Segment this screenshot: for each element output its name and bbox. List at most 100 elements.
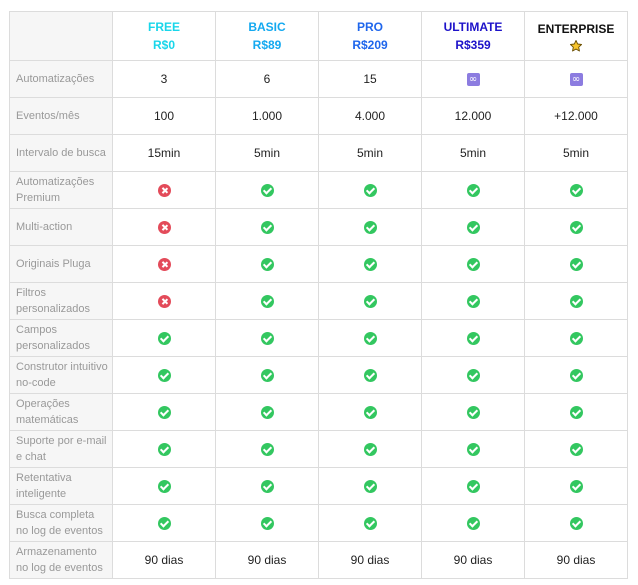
table-row: Automatizações Premium bbox=[9, 171, 628, 209]
cell-value: 90 dias bbox=[350, 553, 390, 567]
table-row: Retentativa inteligente bbox=[9, 467, 628, 505]
cell-value: 90 dias bbox=[144, 553, 184, 567]
check-icon bbox=[569, 221, 583, 235]
cell-value: 5min bbox=[562, 146, 589, 160]
table-row: Operações matemáticas bbox=[9, 393, 628, 431]
feature-label: Intervalo de busca bbox=[9, 134, 113, 172]
plan-header-basic: BASIC R$89 bbox=[215, 11, 319, 61]
cell-free bbox=[112, 171, 216, 209]
cell-ultimate bbox=[421, 430, 525, 468]
cell-enterprise bbox=[524, 208, 628, 246]
cell-value: 5min bbox=[459, 146, 486, 160]
check-icon bbox=[363, 332, 377, 346]
cell-ultimate: ∞ bbox=[421, 60, 525, 98]
check-icon bbox=[569, 517, 583, 531]
cell-value: 5min bbox=[356, 146, 383, 160]
check-icon bbox=[260, 295, 274, 309]
cell-enterprise bbox=[524, 504, 628, 542]
cell-value: 15min bbox=[147, 146, 181, 160]
table-row: Filtros personalizados bbox=[9, 282, 628, 320]
cell-pro bbox=[318, 393, 422, 431]
feature-rows: Automatizações 3 6 15 ∞ ∞ Eventos/mês 100 1.000 4… bbox=[9, 60, 628, 579]
cell-enterprise: ∞ bbox=[524, 60, 628, 98]
cell-ultimate bbox=[421, 208, 525, 246]
check-icon bbox=[466, 369, 480, 383]
cell-enterprise: 5min bbox=[524, 134, 628, 172]
cell-pro bbox=[318, 208, 422, 246]
check-icon bbox=[260, 517, 274, 531]
cell-ultimate bbox=[421, 356, 525, 394]
cross-icon bbox=[157, 295, 171, 309]
header-corner-cell bbox=[9, 11, 113, 61]
cell-enterprise bbox=[524, 245, 628, 283]
plan-price: R$359 bbox=[455, 38, 491, 52]
check-icon bbox=[569, 369, 583, 383]
cell-free bbox=[112, 504, 216, 542]
cell-ultimate bbox=[421, 467, 525, 505]
star-icon bbox=[569, 39, 583, 51]
plan-header-enterprise: ENTERPRISE bbox=[524, 11, 628, 61]
cell-basic bbox=[215, 467, 319, 505]
cell-basic bbox=[215, 504, 319, 542]
table-row: Busca completa no log de eventos bbox=[9, 504, 628, 542]
cell-enterprise bbox=[524, 393, 628, 431]
cell-value: 6 bbox=[263, 72, 271, 86]
cell-free bbox=[112, 282, 216, 320]
table-row: Suporte por e-mail e chat bbox=[9, 430, 628, 468]
cell-value: 1.000 bbox=[251, 109, 283, 123]
cell-free: 3 bbox=[112, 60, 216, 98]
plan-name: ENTERPRISE bbox=[537, 21, 615, 36]
cell-enterprise: +12.000 bbox=[524, 97, 628, 135]
check-icon bbox=[363, 258, 377, 272]
cell-enterprise bbox=[524, 430, 628, 468]
table-row: Automatizações 3 6 15 ∞ ∞ bbox=[9, 60, 628, 98]
plan-price: R$209 bbox=[352, 38, 388, 52]
cell-enterprise bbox=[524, 282, 628, 320]
cell-free bbox=[112, 245, 216, 283]
cell-basic: 5min bbox=[215, 134, 319, 172]
cell-pro bbox=[318, 171, 422, 209]
pricing-table: FREE R$0 BASIC R$89 PRO R$209 ULTIMATE R$359 ENT… bbox=[9, 11, 628, 579]
cell-enterprise bbox=[524, 171, 628, 209]
plan-name: BASIC bbox=[248, 20, 286, 34]
feature-label: Multi-action bbox=[9, 208, 113, 246]
check-icon bbox=[157, 332, 171, 346]
feature-label: Filtros personalizados bbox=[9, 282, 113, 320]
check-icon bbox=[157, 406, 171, 420]
plan-name: PRO bbox=[356, 20, 383, 34]
cell-value: 90 dias bbox=[247, 553, 287, 567]
cell-value: 100 bbox=[153, 109, 175, 123]
cell-ultimate: 5min bbox=[421, 134, 525, 172]
cell-free bbox=[112, 356, 216, 394]
feature-label: Automatizações bbox=[9, 60, 113, 98]
cell-ultimate: 12.000 bbox=[421, 97, 525, 135]
check-icon bbox=[260, 258, 274, 272]
cell-basic bbox=[215, 430, 319, 468]
plan-header-row: FREE R$0 BASIC R$89 PRO R$209 ULTIMATE R$359 ENT… bbox=[9, 11, 628, 61]
plan-name: FREE bbox=[147, 20, 180, 34]
check-icon bbox=[363, 221, 377, 235]
cross-icon bbox=[157, 258, 171, 272]
cell-enterprise: 90 dias bbox=[524, 541, 628, 579]
check-icon bbox=[569, 443, 583, 457]
infinity-icon: ∞ bbox=[569, 73, 583, 87]
cell-ultimate bbox=[421, 171, 525, 209]
cell-free bbox=[112, 393, 216, 431]
feature-label: Eventos/mês bbox=[9, 97, 113, 135]
cell-value: 15 bbox=[363, 72, 377, 86]
cross-icon bbox=[157, 221, 171, 235]
check-icon bbox=[569, 184, 583, 198]
cell-basic bbox=[215, 208, 319, 246]
cell-pro bbox=[318, 504, 422, 542]
check-icon bbox=[569, 406, 583, 420]
check-icon bbox=[363, 184, 377, 198]
cell-pro bbox=[318, 245, 422, 283]
cell-basic bbox=[215, 171, 319, 209]
cell-free bbox=[112, 319, 216, 357]
cell-ultimate bbox=[421, 245, 525, 283]
cell-free: 15min bbox=[112, 134, 216, 172]
cell-enterprise bbox=[524, 319, 628, 357]
cell-ultimate bbox=[421, 393, 525, 431]
check-icon bbox=[363, 480, 377, 494]
plan-name: ULTIMATE bbox=[443, 20, 503, 34]
